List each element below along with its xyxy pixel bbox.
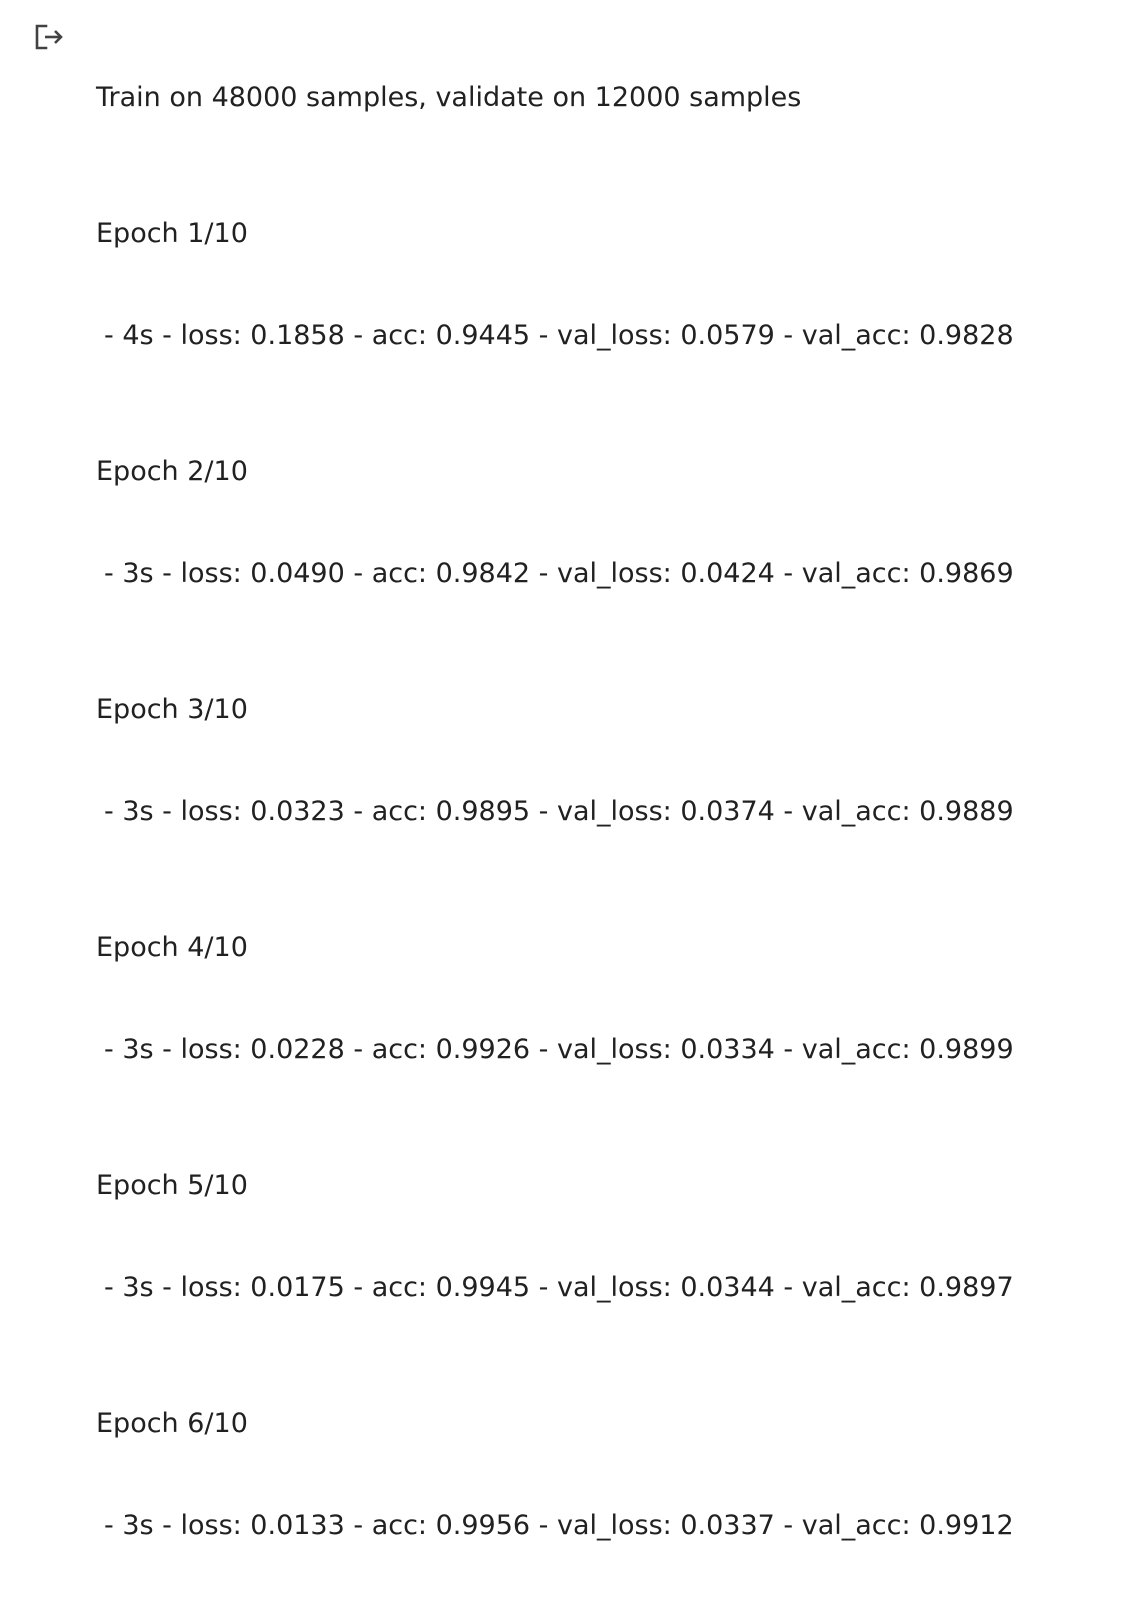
epoch-label: Epoch 4/10 (96, 932, 248, 963)
epoch-metrics: - 3s - loss: 0.0133 - acc: 0.9956 - val_… (104, 1510, 1014, 1541)
cell-output: Train on 48000 samples, validate on 1200… (32, 22, 1014, 1541)
epoch-metrics: - 3s - loss: 0.0228 - acc: 0.9926 - val_… (104, 1034, 1014, 1065)
epoch-label: Epoch 5/10 (96, 1170, 248, 1201)
training-header-line: Train on 48000 samples, validate on 1200… (96, 82, 802, 113)
output-arrow-icon[interactable] (32, 22, 66, 52)
epoch-metrics: - 3s - loss: 0.0175 - acc: 0.9945 - val_… (104, 1272, 1014, 1303)
epoch-label: Epoch 6/10 (96, 1408, 248, 1439)
epoch-label: Epoch 3/10 (96, 694, 248, 725)
epoch-metrics: - 4s - loss: 0.1858 - acc: 0.9445 - val_… (104, 320, 1014, 351)
epoch-label: Epoch 1/10 (96, 218, 248, 249)
epoch-metrics: - 3s - loss: 0.0490 - acc: 0.9842 - val_… (104, 558, 1014, 589)
epoch-label: Epoch 2/10 (96, 456, 248, 487)
output-text: Train on 48000 samples, validate on 1200… (96, 13, 1014, 1624)
epoch-metrics: - 3s - loss: 0.0323 - acc: 0.9895 - val_… (104, 796, 1014, 827)
